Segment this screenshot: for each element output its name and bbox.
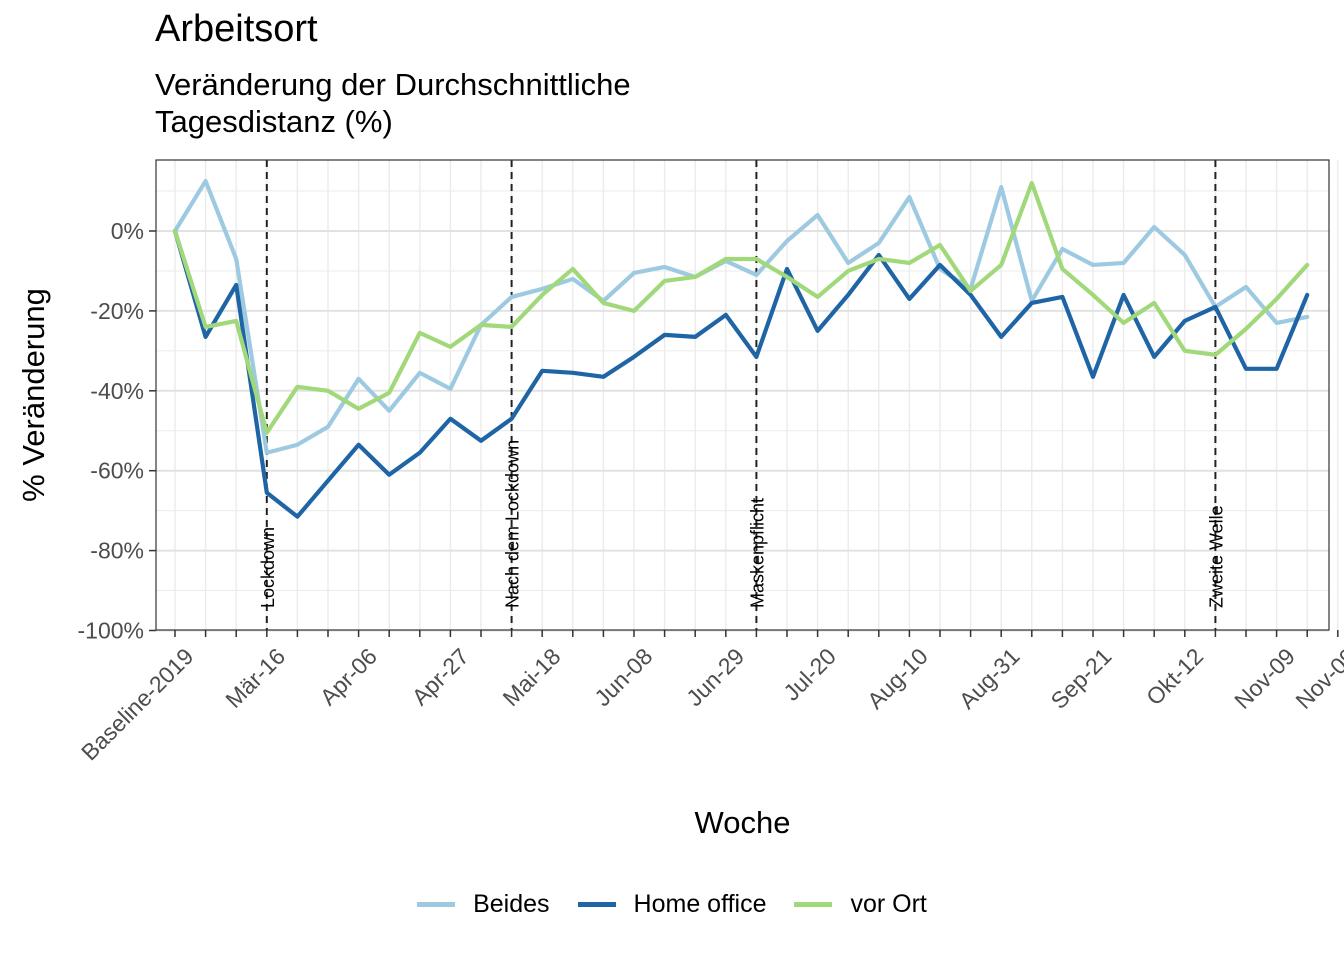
x-tick-label: Aug-31 <box>954 643 1025 714</box>
legend: Beides Home office vor Ort <box>0 890 1344 919</box>
legend-label-home-office: Home office <box>633 890 767 918</box>
x-tick-label: Okt-12 <box>1141 643 1208 710</box>
series-line-0 <box>172 178 1310 455</box>
x-tick-label: Nov-09 <box>1290 643 1344 714</box>
x-tick-label: Jun-08 <box>589 643 657 711</box>
x-tick-label: Apr-27 <box>407 643 474 710</box>
event-label: Maskenpflicht <box>747 498 767 608</box>
legend-swatch-beides <box>417 902 456 907</box>
y-tick-label: -60% <box>90 458 144 484</box>
x-tick-label: Mai-18 <box>498 643 566 711</box>
legend-swatch-vor-ort <box>794 902 833 907</box>
y-tick-label: 0% <box>111 218 144 244</box>
chart-subtitle-line-1: Veränderung der Durchschnittliche <box>155 67 631 102</box>
x-tick-label: Jun-29 <box>681 643 749 711</box>
series-line-1 <box>172 228 1310 519</box>
y-tick-label: -100% <box>78 618 144 644</box>
legend-label-vor-ort: vor Ort <box>850 890 927 918</box>
series-layer <box>172 178 1310 519</box>
legend-item-vor-ort: vor Ort <box>794 890 927 919</box>
legend-label-beides: Beides <box>473 890 550 918</box>
x-tick-label: Mär-16 <box>220 643 290 713</box>
x-tick-label: Baseline-2019 <box>76 643 198 765</box>
chart-subtitle-line-2: Tagesdistanz (%) <box>155 104 393 139</box>
legend-item-beides: Beides <box>417 890 550 919</box>
x-axis-title: Woche <box>695 805 791 840</box>
y-tick-label: -40% <box>90 378 144 404</box>
x-tick-label: Aug-10 <box>862 643 933 714</box>
event-label: Nach dem Lockdown <box>503 440 523 608</box>
event-label: Zweite Welle <box>1206 505 1226 608</box>
x-tick-label: Nov-09 <box>1229 643 1300 714</box>
chart-subtitle: Veränderung der Durchschnittliche Tagesd… <box>155 66 855 140</box>
series-line-2 <box>172 180 1310 435</box>
x-tick-label: Jul-20 <box>778 643 841 706</box>
y-tick-label: -80% <box>90 538 144 564</box>
x-tick-label: Sep-21 <box>1046 643 1117 714</box>
x-tick-label: Apr-06 <box>315 643 382 710</box>
event-lines-layer: Lockdown Nach dem Lockdown Maskenpflicht Zw… <box>258 160 1226 630</box>
y-axis-title: % Veränderung <box>16 288 51 502</box>
event-label: Lockdown <box>258 527 278 608</box>
legend-item-home-office: Home office <box>577 890 767 919</box>
legend-swatch-home-office <box>577 902 616 907</box>
chart-title: Arbeitsort <box>155 8 318 50</box>
panel-border <box>155 159 1330 631</box>
y-tick-label: -20% <box>90 298 144 324</box>
grid-layer <box>156 160 1339 632</box>
